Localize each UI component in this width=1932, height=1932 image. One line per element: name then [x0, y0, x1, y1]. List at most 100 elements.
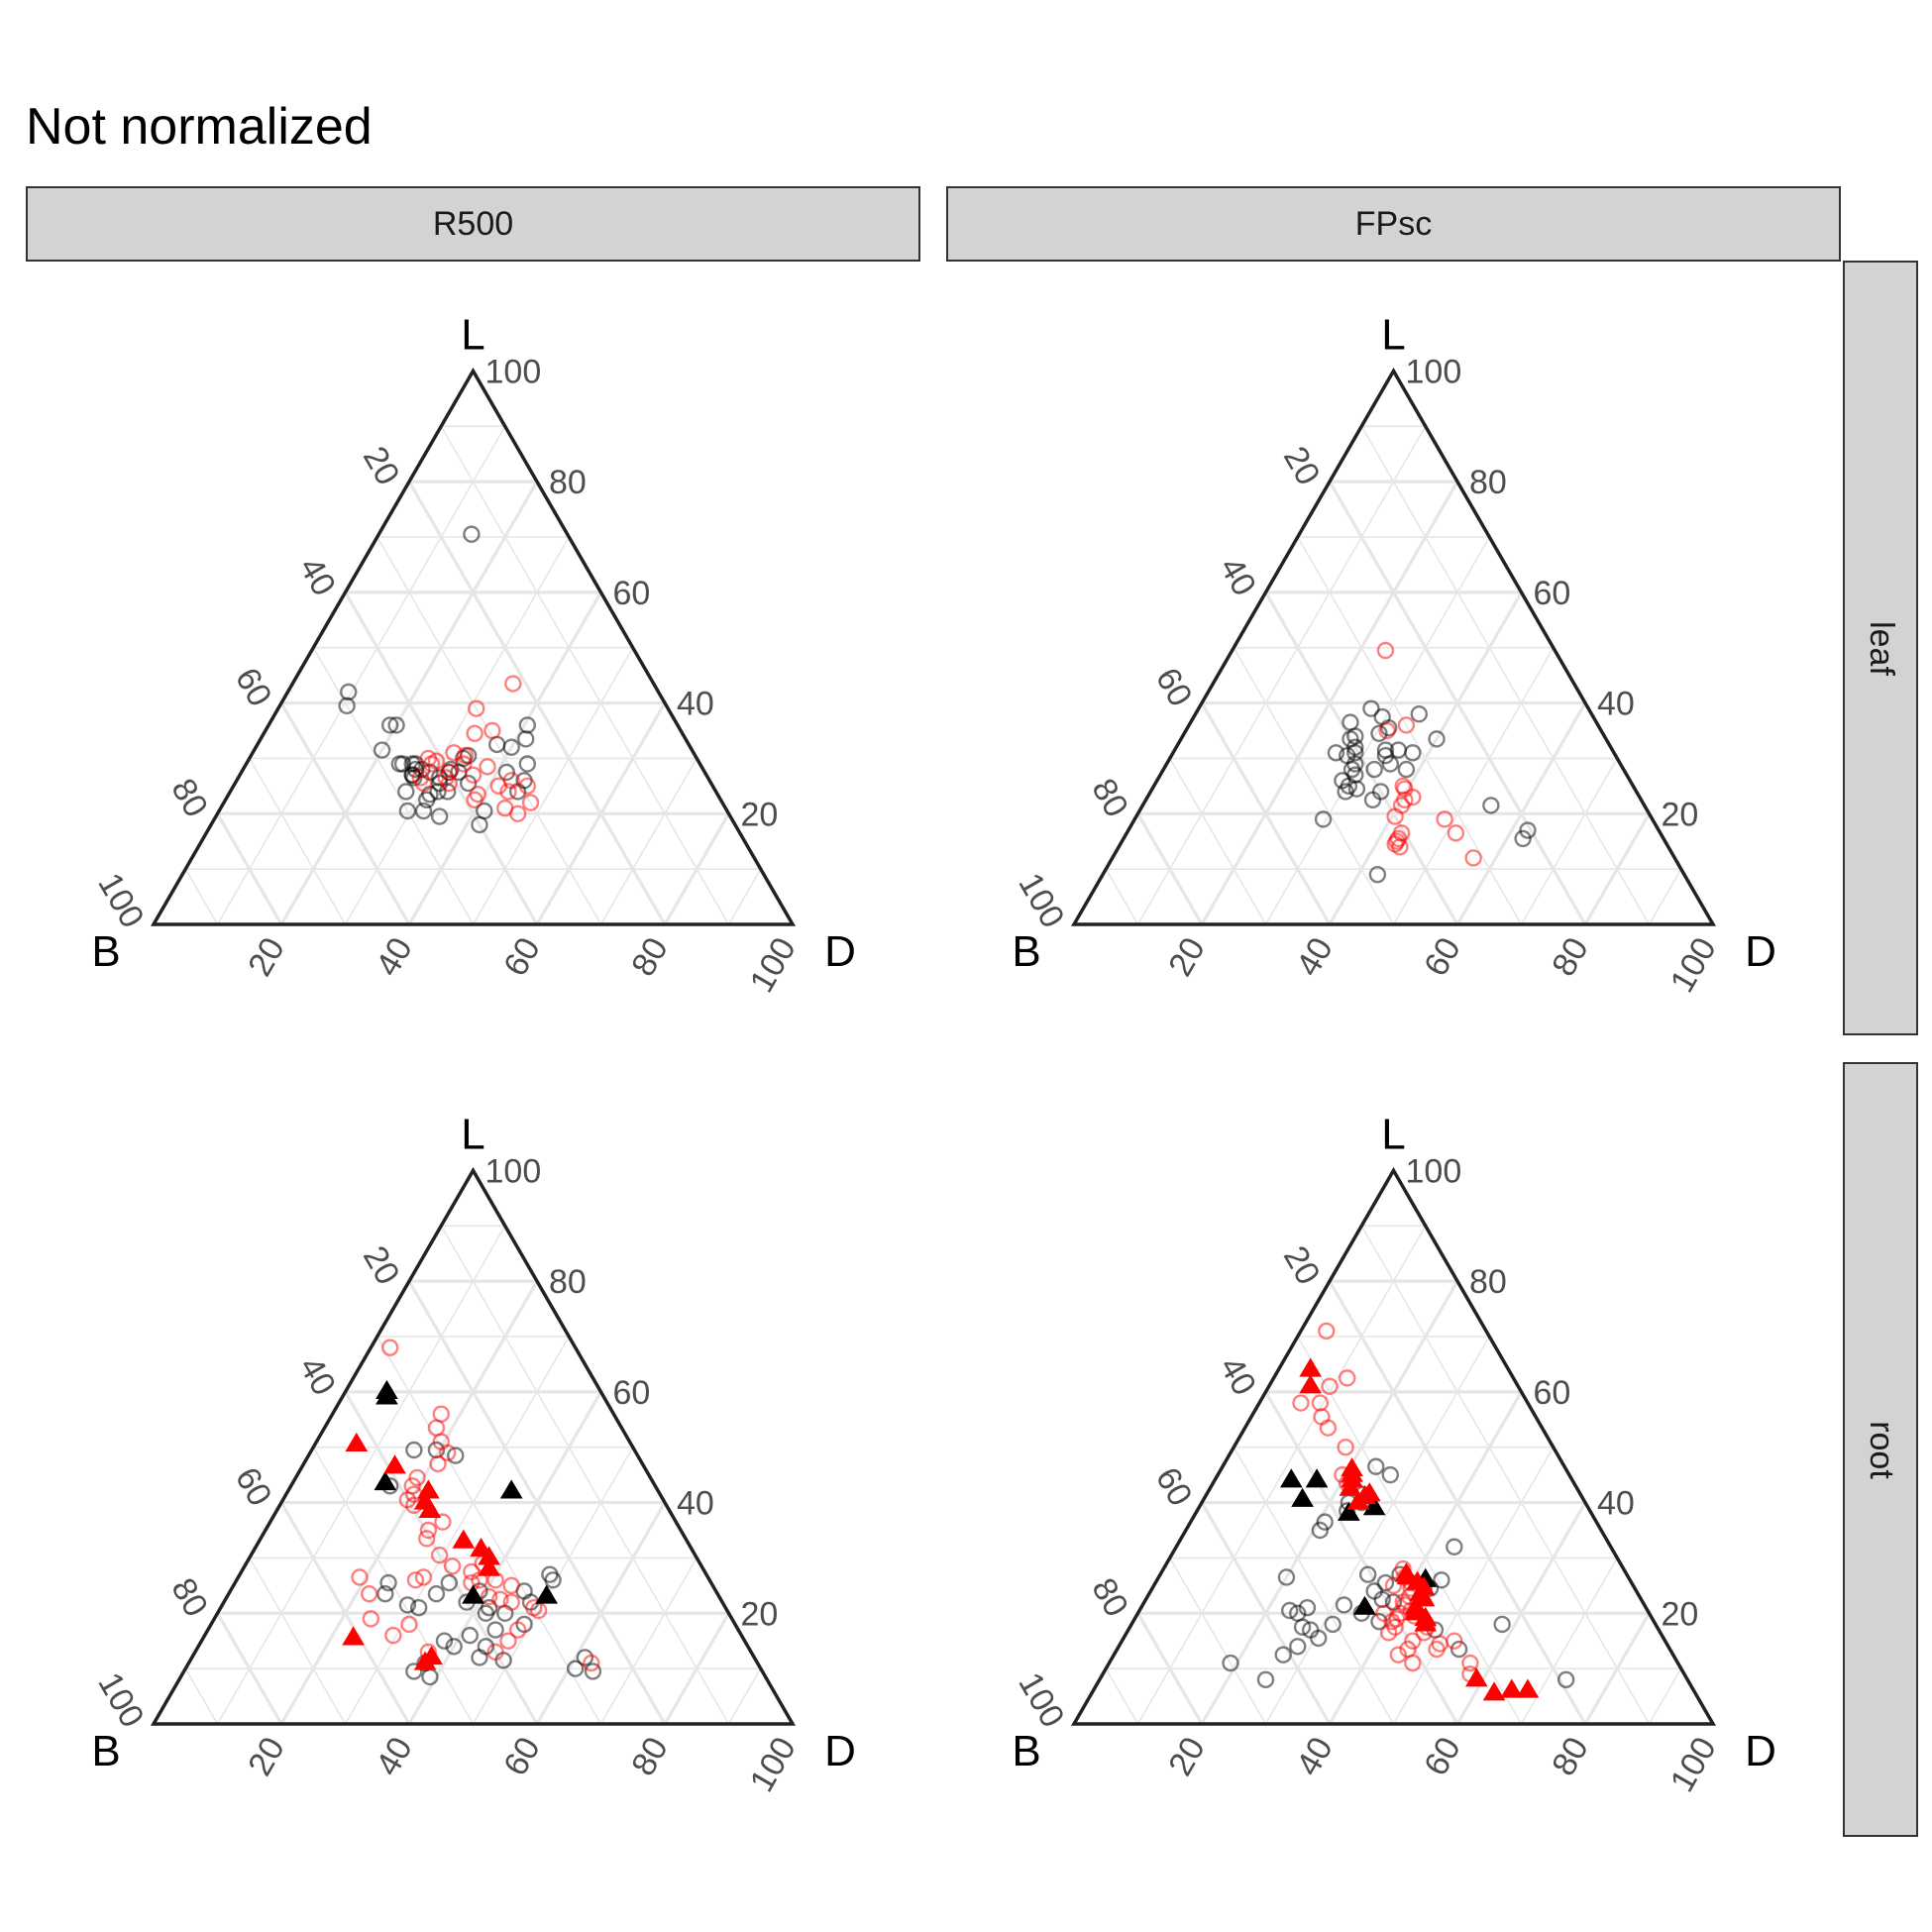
- tick-label-l: 100: [1406, 1152, 1462, 1190]
- chart-title: Not normalized: [26, 98, 373, 156]
- axis-label-l: L: [461, 1110, 484, 1158]
- data-point-black-circle: [445, 1638, 463, 1656]
- tick-label-b: 100: [1011, 1666, 1071, 1734]
- grid-line: [599, 758, 698, 925]
- grid-line: [1392, 647, 1555, 925]
- data-point-black-circle: [418, 791, 436, 809]
- data-point-black-circle: [471, 1649, 488, 1666]
- data-point-red-circle: [439, 1444, 457, 1461]
- data-point-black-circle: [1519, 821, 1537, 839]
- data-point-black-triangle: [376, 1385, 398, 1405]
- data-point-red-circle: [521, 794, 540, 811]
- grid-line: [727, 1667, 762, 1725]
- data-point-red-circle: [445, 744, 463, 762]
- grid-line: [663, 1612, 730, 1725]
- data-point-red-triangle: [1414, 1612, 1438, 1632]
- grid-line: [1200, 1501, 1332, 1725]
- data-point-black-circle: [1342, 713, 1359, 731]
- grid-line: [1105, 1667, 1139, 1725]
- tick-label-b: 20: [356, 440, 407, 491]
- data-point-red-circle: [1404, 1632, 1422, 1650]
- tick-label-b: 80: [1084, 1572, 1135, 1624]
- grid-line: [1583, 1612, 1651, 1725]
- tick-label-l: 20: [1662, 1595, 1699, 1633]
- data-point-red-circle: [502, 1593, 520, 1611]
- data-point-black-circle: [1376, 1573, 1395, 1592]
- tick-label-d: 60: [496, 931, 548, 983]
- data-point-black-circle: [1335, 1596, 1353, 1614]
- grid-line: [440, 1225, 730, 1725]
- data-point-black-circle: [429, 783, 447, 801]
- data-point-red-triangle: [1516, 1678, 1540, 1698]
- grid-line: [376, 1336, 602, 1725]
- data-point-red-circle: [466, 724, 483, 742]
- data-point-black-circle: [497, 763, 516, 782]
- tick-label-l: 40: [677, 686, 714, 723]
- data-point-black-circle: [373, 741, 391, 759]
- data-point-red-triangle: [418, 1498, 442, 1519]
- data-point-black-circle: [1367, 1457, 1385, 1475]
- data-point-red-circle: [502, 1576, 520, 1595]
- tick-label-l: 40: [1597, 1485, 1635, 1523]
- data-point-red-circle: [432, 1405, 450, 1423]
- data-point-red-circle: [502, 772, 520, 790]
- data-point-red-circle: [1404, 1654, 1422, 1672]
- data-point-red-circle: [1321, 1377, 1339, 1395]
- data-point-black-circle: [405, 1663, 423, 1680]
- data-point-black-circle: [1397, 760, 1416, 779]
- axis-label-b: B: [1012, 1727, 1040, 1775]
- data-point-red-circle: [419, 1521, 438, 1540]
- data-point-black-circle: [1514, 829, 1532, 848]
- tick-label-d: 40: [1289, 1731, 1341, 1782]
- data-point-red-circle: [360, 1585, 378, 1603]
- grid-line: [535, 1501, 667, 1725]
- tick-label-l: 60: [613, 575, 651, 612]
- column-strip-fpsc: FPsc: [946, 186, 1841, 262]
- data-point-red-circle: [398, 1491, 417, 1509]
- data-point-black-circle: [435, 1632, 454, 1650]
- data-point-black-circle: [1365, 760, 1383, 779]
- data-point-black-circle: [584, 1663, 602, 1680]
- data-point-black-circle: [567, 1660, 585, 1677]
- axis-label-b: B: [1012, 927, 1040, 976]
- data-point-red-circle: [1397, 716, 1416, 734]
- data-point-red-circle: [1446, 1632, 1463, 1650]
- data-point-red-triangle: [1299, 1374, 1322, 1394]
- data-point-red-circle: [499, 783, 517, 801]
- data-point-black-triangle: [499, 1479, 523, 1499]
- grid-line: [1264, 1336, 1490, 1725]
- data-point-black-circle: [463, 525, 481, 543]
- tick-label-b: 60: [1148, 1461, 1200, 1513]
- row-strip-leaf: leaf: [1843, 261, 1918, 1035]
- grid-line: [312, 1447, 475, 1725]
- data-point-black-circle: [477, 1604, 495, 1622]
- tick-label-d: 40: [369, 1731, 420, 1782]
- data-point-black-circle: [461, 1626, 479, 1645]
- data-point-black-circle: [477, 1638, 495, 1656]
- grid-line: [1136, 1612, 1204, 1725]
- tick-label-d: 60: [496, 1731, 548, 1782]
- data-point-black-circle: [405, 769, 423, 787]
- tick-label-b: 60: [1148, 662, 1200, 713]
- data-point-red-circle: [466, 791, 483, 809]
- data-point-black-triangle: [1279, 1468, 1303, 1488]
- data-point-red-circle: [1447, 824, 1465, 842]
- data-point-black-circle: [1347, 780, 1366, 798]
- ternary-frame: [150, 367, 797, 926]
- data-point-black-circle: [1404, 744, 1422, 762]
- data-point-red-circle: [1404, 788, 1422, 806]
- data-point-black-circle: [476, 802, 493, 820]
- data-point-red-circle: [1313, 1408, 1331, 1426]
- data-point-black-circle: [1274, 1646, 1292, 1664]
- grid-line: [1360, 425, 1651, 925]
- tick-label-b: 80: [163, 773, 215, 824]
- grid-line: [1455, 701, 1587, 925]
- data-point-red-circle: [380, 1339, 399, 1356]
- data-point-red-circle: [384, 1626, 402, 1645]
- data-point-red-circle: [1292, 1394, 1310, 1412]
- tick-label-b: 40: [1212, 551, 1263, 602]
- data-point-red-circle: [1379, 1624, 1398, 1642]
- tick-label-d: 40: [1289, 931, 1341, 983]
